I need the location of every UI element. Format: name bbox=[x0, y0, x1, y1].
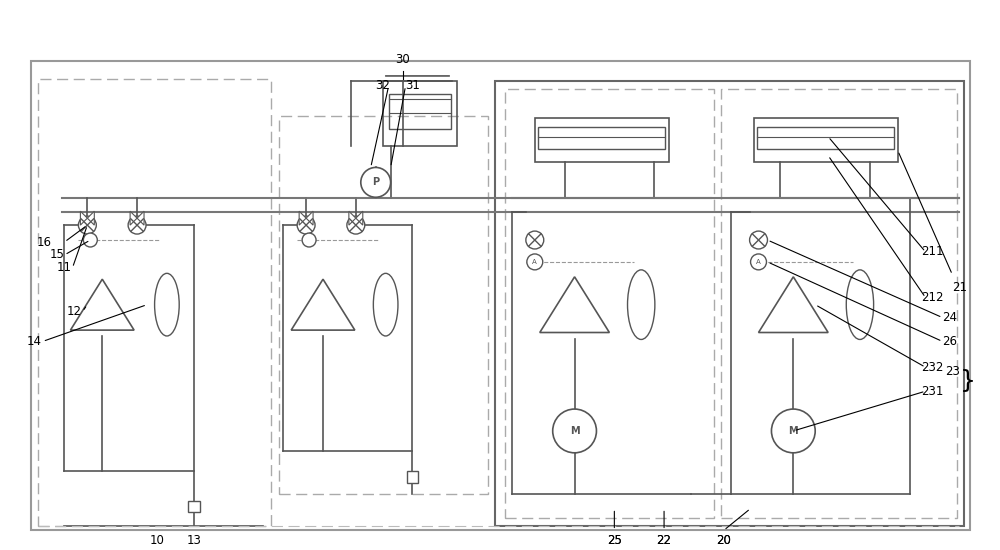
Text: 231: 231 bbox=[921, 384, 944, 398]
Circle shape bbox=[750, 231, 767, 249]
Text: 232: 232 bbox=[921, 361, 944, 374]
Polygon shape bbox=[137, 211, 144, 225]
Polygon shape bbox=[291, 279, 355, 330]
Bar bbox=[754, 118, 898, 162]
Polygon shape bbox=[130, 211, 137, 225]
Bar bbox=[31, 61, 970, 530]
Bar bbox=[757, 126, 894, 148]
Circle shape bbox=[347, 216, 365, 234]
Text: 12: 12 bbox=[67, 305, 82, 318]
Bar bbox=[535, 118, 669, 162]
Bar bbox=[279, 116, 488, 493]
Ellipse shape bbox=[373, 273, 398, 336]
Polygon shape bbox=[356, 211, 363, 225]
Polygon shape bbox=[299, 211, 306, 225]
Circle shape bbox=[128, 216, 146, 234]
Bar bbox=[188, 500, 200, 513]
Text: 32: 32 bbox=[375, 79, 390, 92]
Circle shape bbox=[751, 254, 766, 270]
Text: P: P bbox=[372, 177, 379, 188]
Polygon shape bbox=[70, 279, 134, 330]
Text: 10: 10 bbox=[150, 534, 164, 547]
Circle shape bbox=[527, 254, 543, 270]
Text: 211: 211 bbox=[921, 245, 944, 258]
Circle shape bbox=[78, 216, 96, 234]
Text: 212: 212 bbox=[921, 291, 944, 304]
Text: 15: 15 bbox=[50, 249, 65, 261]
Text: 13: 13 bbox=[186, 534, 201, 547]
Polygon shape bbox=[540, 277, 609, 333]
Text: M: M bbox=[789, 426, 798, 436]
Polygon shape bbox=[759, 277, 828, 333]
Bar bbox=[389, 94, 451, 129]
Polygon shape bbox=[87, 211, 94, 225]
Circle shape bbox=[302, 233, 316, 247]
Polygon shape bbox=[349, 211, 356, 225]
Text: 25: 25 bbox=[607, 534, 622, 547]
Text: 21: 21 bbox=[952, 281, 967, 294]
Text: 20: 20 bbox=[716, 534, 731, 547]
Polygon shape bbox=[306, 211, 313, 225]
Text: 20: 20 bbox=[716, 534, 731, 547]
Text: 23: 23 bbox=[945, 365, 960, 378]
Bar bbox=[383, 81, 457, 146]
Text: M: M bbox=[570, 426, 579, 436]
Bar bbox=[495, 81, 964, 526]
Text: 30: 30 bbox=[395, 53, 410, 65]
Text: 24: 24 bbox=[942, 311, 957, 324]
Text: 16: 16 bbox=[37, 235, 52, 249]
Text: A: A bbox=[756, 259, 761, 265]
Text: 31: 31 bbox=[405, 79, 420, 92]
Text: 22: 22 bbox=[657, 534, 672, 547]
Bar bbox=[721, 89, 957, 519]
Ellipse shape bbox=[628, 270, 655, 339]
Polygon shape bbox=[80, 211, 87, 225]
Text: }: } bbox=[959, 369, 975, 393]
Bar bbox=[505, 89, 714, 519]
Circle shape bbox=[553, 409, 596, 453]
Text: 25: 25 bbox=[607, 534, 622, 547]
Circle shape bbox=[526, 231, 544, 249]
Bar bbox=[538, 126, 665, 148]
Ellipse shape bbox=[155, 273, 179, 336]
Text: 14: 14 bbox=[27, 335, 42, 348]
Circle shape bbox=[297, 216, 315, 234]
Bar bbox=[407, 471, 418, 483]
Text: A: A bbox=[532, 259, 537, 265]
Circle shape bbox=[771, 409, 815, 453]
Circle shape bbox=[361, 167, 391, 197]
Text: 26: 26 bbox=[942, 335, 957, 348]
Circle shape bbox=[83, 233, 97, 247]
Text: 11: 11 bbox=[57, 261, 72, 274]
Bar bbox=[38, 79, 271, 526]
Ellipse shape bbox=[846, 270, 874, 339]
Text: 22: 22 bbox=[657, 534, 672, 547]
